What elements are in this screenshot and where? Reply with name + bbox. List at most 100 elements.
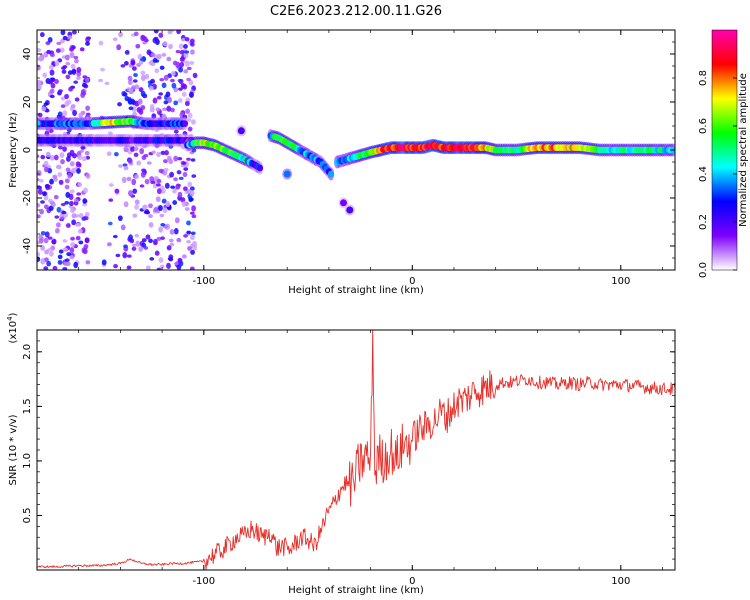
spectrogram-noise-speck: [192, 72, 198, 79]
spectrogram-noise-speck: [55, 222, 61, 228]
spectrogram-noise-speck: [82, 203, 88, 207]
spectrogram-noise-speck: [143, 153, 149, 158]
spectrogram-noise-speck: [82, 248, 88, 255]
spectrogram-noise-speck: [83, 243, 89, 250]
spectrogram-x-axis-label: Height of straight line (km): [288, 285, 424, 296]
spectrogram-track: [184, 139, 264, 172]
spectrogram-panel: -100 0 100 -40 -20 0 20 40 Height of straight …: [8, 29, 676, 296]
spectrogram-cell: [327, 170, 334, 178]
spectrogram-blob: [346, 206, 354, 214]
spectrogram-noise-speck: [84, 150, 90, 156]
spectrogram-noise-speck: [60, 38, 65, 44]
spectrogram-noise-speck: [163, 167, 169, 172]
spectrogram-noise-speck: [156, 178, 162, 184]
spectrogram-noise-speck: [72, 30, 77, 35]
spectrogram-noise-speck: [158, 204, 163, 212]
spectrogram-noise-speck: [85, 173, 91, 179]
spectrogram-track: [267, 132, 334, 178]
spectrogram-noise-speck: [43, 237, 49, 244]
spectrogram-noise-speck: [191, 214, 197, 219]
spectrogram-x-ticks: -100 0 100: [36, 30, 663, 287]
spectrogram-noise-speck: [49, 88, 55, 94]
spectrogram-noise-speck: [166, 56, 172, 62]
spectrogram-noise-speck: [37, 256, 41, 262]
spectrogram-noise-speck: [108, 183, 114, 188]
spectrogram-noise-speck: [115, 253, 121, 258]
spectrogram-noise-speck: [127, 75, 133, 82]
spectrogram-noise-speck: [70, 207, 75, 214]
snr-y-ticks: 0.5 1.0 1.5 2.0: [22, 340, 675, 560]
spectrogram-noise-speck: [108, 198, 114, 202]
spectrogram-noise-speck: [78, 213, 84, 219]
spectrogram-noise-speck: [184, 50, 190, 54]
spectrogram-noise-speck: [37, 251, 41, 257]
snr-x-tick-label: -100: [192, 576, 215, 587]
snr-y-tick-label: 1.5: [22, 398, 33, 414]
colorbar-tick-label: 0.8: [698, 70, 709, 86]
spectrogram-noise-speck: [43, 194, 49, 201]
spectrogram-noise-speck: [176, 237, 182, 243]
spectrogram-noise-speck: [163, 74, 169, 81]
spectrogram-noise-speck: [143, 210, 149, 215]
spectrogram-noise-speck: [53, 194, 59, 200]
spectrogram-noise-speck: [49, 79, 55, 83]
spectrogram-noise-speck: [174, 217, 180, 224]
spectrogram-noise-speck: [166, 262, 171, 269]
spectrogram-noise-speck: [187, 181, 193, 188]
spectrogram-noise-speck: [168, 43, 173, 50]
spectrogram-noise-speck: [152, 97, 158, 104]
spectrogram-noise-speck: [134, 199, 140, 205]
spectrogram-noise-speck: [158, 32, 164, 38]
spectrogram-noise-speck: [71, 68, 77, 75]
spectrogram-noise-speck: [188, 79, 194, 86]
spectrogram-noise-speck: [135, 240, 141, 247]
spectrogram-noise-speck: [180, 37, 186, 42]
spectrogram-noise-speck: [173, 228, 179, 235]
spectrogram-noise-speck: [155, 196, 161, 202]
colorbar: 0.0 0.2 0.4 0.6 0.8 Normalized spectral ampl…: [698, 29, 749, 278]
spectrogram-noise-speck: [113, 151, 119, 157]
spectrogram-noise-speck: [62, 247, 68, 251]
spectrogram-noise-speck: [43, 102, 49, 106]
spectrogram-blob: [339, 199, 347, 207]
colorbar-label: Normalized spectral amplitude: [738, 73, 749, 227]
snr-panel: -100 0 100 0.5 1.0 1.5 2.0 Height of straight…: [6, 312, 676, 596]
spectrogram-noise-speck: [67, 172, 73, 179]
spectrogram-noise-speck: [167, 73, 173, 78]
spectrogram-noise-speck: [127, 158, 133, 164]
spectrogram-noise-speck: [56, 206, 62, 213]
spectrogram-noise-speck: [135, 43, 141, 49]
spectrogram-noise-speck: [148, 214, 153, 219]
spectrogram-noise-speck: [158, 226, 164, 233]
spectrogram-noise-speck: [148, 222, 154, 228]
spectrogram-track: [37, 137, 195, 144]
spectrogram-noise-speck: [162, 41, 168, 47]
spectrogram-noise-speck: [169, 171, 175, 178]
spectrogram-noise-speck: [72, 153, 77, 159]
spectrogram-noise-speck: [170, 71, 176, 77]
spectrogram-noise-speck: [37, 188, 43, 195]
spectrogram-noise-speck: [159, 65, 165, 70]
spectrogram-noise-speck: [73, 55, 79, 60]
spectrogram-noise-speck: [81, 155, 87, 162]
spectrogram-noise-speck: [150, 180, 156, 185]
spectrogram-noise-speck: [43, 204, 49, 210]
spectrogram-noise-speck: [123, 165, 129, 171]
spectrogram-noise-speck: [151, 150, 156, 154]
spectrogram-noise-speck: [131, 246, 137, 251]
spectrogram-noise-speck: [189, 60, 195, 65]
spectrogram-noise-speck: [150, 52, 156, 58]
spectrogram-noise-speck: [170, 78, 175, 83]
spectrogram-noise-speck: [38, 178, 44, 183]
figure-title: C2E6.2023.212.00.11.G26: [270, 4, 442, 19]
spectrogram-noise-speck: [61, 69, 67, 74]
spectrogram-x-tick-label: 0: [409, 276, 415, 287]
spectrogram-noise-speck: [52, 174, 58, 180]
spectrogram-noise-speck: [71, 219, 77, 226]
spectrogram-noise-speck: [167, 257, 173, 261]
spectrogram-noise-speck: [160, 236, 165, 240]
spectrogram-noise-speck: [127, 190, 133, 197]
spectrogram-track-layer: [37, 114, 675, 216]
spectrogram-noise-speck: [64, 184, 70, 190]
spectrogram-noise-speck: [136, 160, 142, 166]
